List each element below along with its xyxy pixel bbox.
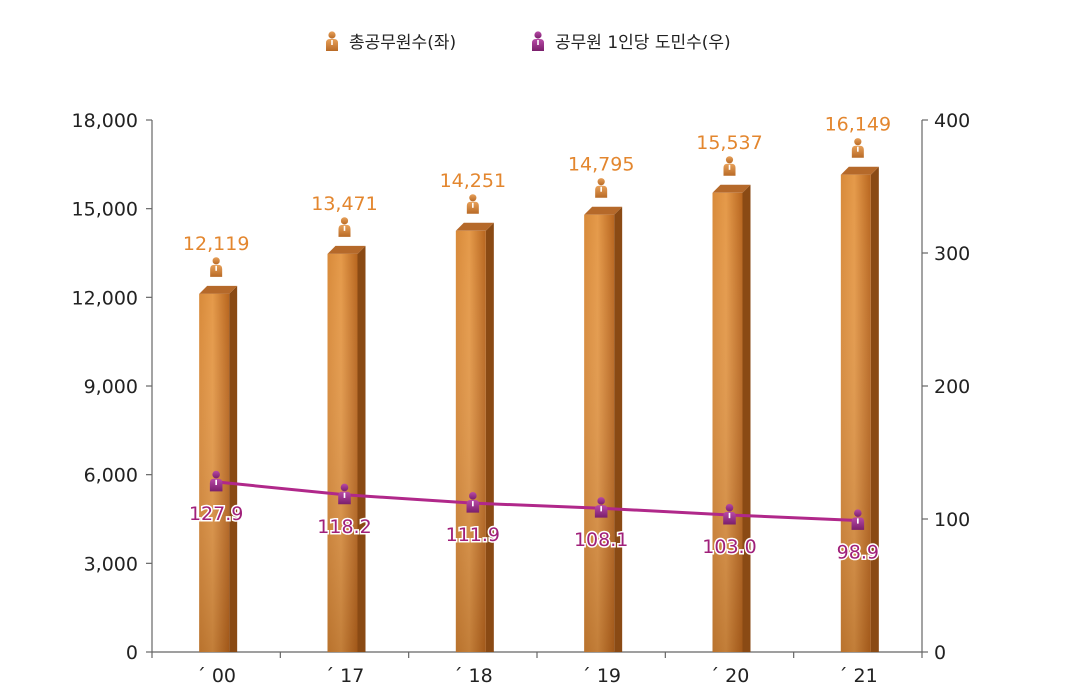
line-labels: 127.9 118.2 111.9 108.1 103.0 98.9 bbox=[187, 501, 880, 565]
line-value-label: 108.1 bbox=[574, 529, 628, 551]
bar-value-label: 16,149 bbox=[825, 114, 891, 136]
line-path bbox=[216, 480, 858, 522]
left-tick-label: 6,000 bbox=[84, 465, 138, 487]
left-tick-label: 15,000 bbox=[72, 199, 138, 221]
person-icon bbox=[326, 31, 338, 51]
right-axis-ticks: 0 100 200 300 400 bbox=[922, 110, 970, 664]
person-icon bbox=[723, 156, 736, 176]
bar bbox=[584, 206, 623, 652]
left-axis-ticks: 0 3,000 6,000 9,000 12,000 15,000 18,000 bbox=[72, 110, 152, 664]
bar bbox=[455, 222, 494, 652]
person-icon bbox=[851, 138, 864, 158]
right-tick-label: 400 bbox=[934, 110, 970, 132]
bar-labels: 12,119 13,471 14,251 14,795 15,537 16,149 bbox=[183, 114, 891, 277]
bar bbox=[327, 245, 366, 652]
x-tick-label: ´ 00 bbox=[196, 665, 236, 687]
person-icon bbox=[532, 31, 544, 51]
axes bbox=[151, 120, 923, 653]
left-tick-label: 18,000 bbox=[72, 110, 138, 132]
right-tick-label: 300 bbox=[934, 243, 970, 265]
left-tick-label: 0 bbox=[126, 642, 138, 664]
line-series bbox=[209, 470, 865, 530]
legend-label-bar: 총공무원수(좌) bbox=[349, 33, 456, 53]
bar-value-label: 12,119 bbox=[183, 233, 249, 255]
x-axis-ticks: ´ 00 ´ 17 ´ 18 ´ 19 ´ 20 ´ 21 bbox=[151, 652, 923, 687]
person-icon bbox=[466, 492, 480, 513]
legend-item-line: 공무원 1인당 도민수(우) bbox=[532, 31, 731, 53]
person-icon bbox=[338, 217, 351, 237]
right-tick-label: 200 bbox=[934, 376, 970, 398]
left-tick-label: 9,000 bbox=[84, 376, 138, 398]
line-value-label: 103.0 bbox=[702, 536, 756, 558]
right-tick-label: 0 bbox=[934, 642, 946, 664]
legend: 총공무원수(좌) 공무원 1인당 도민수(우) bbox=[326, 31, 731, 53]
person-icon bbox=[851, 509, 865, 530]
bar-series bbox=[199, 166, 879, 652]
bar-value-label: 14,795 bbox=[568, 154, 634, 176]
bar-value-label: 13,471 bbox=[311, 193, 377, 215]
person-icon bbox=[210, 257, 223, 277]
bar bbox=[840, 166, 879, 652]
line-value-label: 118.2 bbox=[317, 516, 371, 538]
person-icon bbox=[594, 497, 608, 518]
x-tick-label: ´ 18 bbox=[453, 665, 493, 687]
person-icon bbox=[338, 483, 351, 505]
person-icon bbox=[466, 194, 479, 214]
x-tick-label: ´ 21 bbox=[838, 665, 878, 687]
person-icon bbox=[595, 178, 608, 198]
right-tick-label: 100 bbox=[934, 509, 970, 531]
legend-item-bar: 총공무원수(좌) bbox=[326, 31, 456, 53]
x-tick-label: ´ 20 bbox=[710, 665, 750, 687]
bar bbox=[712, 184, 751, 652]
line-value-label: 98.9 bbox=[837, 541, 879, 563]
x-tick-label: ´ 19 bbox=[581, 665, 621, 687]
bar-value-label: 14,251 bbox=[440, 170, 506, 192]
legend-label-line: 공무원 1인당 도민수(우) bbox=[555, 33, 731, 53]
line-value-label: 111.9 bbox=[446, 524, 500, 546]
left-tick-label: 12,000 bbox=[72, 287, 138, 309]
bar bbox=[199, 285, 238, 652]
left-tick-label: 3,000 bbox=[84, 553, 138, 575]
x-tick-label: ´ 17 bbox=[325, 665, 365, 687]
person-icon bbox=[723, 503, 736, 525]
bar-value-label: 15,537 bbox=[696, 132, 762, 154]
line-value-label: 127.9 bbox=[189, 503, 243, 525]
person-icon bbox=[209, 470, 223, 492]
